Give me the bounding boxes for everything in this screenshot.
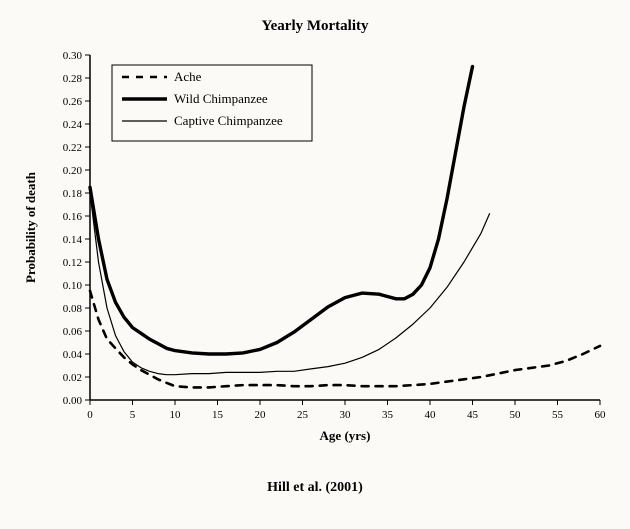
x-tick-label: 35 (382, 409, 394, 421)
y-tick-label: 0.02 (63, 372, 82, 384)
x-tick-label: 10 (170, 409, 182, 421)
y-tick-label: 0.06 (63, 326, 83, 338)
y-tick-label: 0.00 (63, 395, 83, 407)
x-tick-label: 40 (425, 409, 437, 421)
y-tick-label: 0.04 (63, 349, 83, 361)
x-tick-label: 0 (87, 409, 93, 421)
x-tick-label: 25 (297, 409, 309, 421)
x-tick-label: 15 (212, 409, 224, 421)
x-tick-label: 45 (467, 409, 479, 421)
y-tick-label: 0.08 (63, 303, 83, 315)
y-tick-label: 0.20 (63, 165, 83, 177)
chart-page: Yearly Mortality 0.00 0.02 0.04 0.06 0.08 0.1… (0, 0, 630, 529)
y-tick-label: 0.26 (63, 96, 83, 108)
y-tick-label: 0.14 (63, 234, 83, 246)
y-tick-label: 0.28 (63, 73, 83, 85)
y-tick-label: 0.22 (63, 142, 82, 154)
y-tick-label: 0.12 (63, 257, 82, 269)
x-tick-label: 20 (255, 409, 267, 421)
x-tick-label: 30 (340, 409, 352, 421)
y-tick-label: 0.24 (63, 119, 83, 131)
legend-label: Wild Chimpanzee (174, 91, 268, 106)
x-tick-label: 5 (130, 409, 136, 421)
x-axis-label: Age (yrs) (320, 428, 371, 443)
citation: Hill et al. (2001) (0, 480, 630, 496)
legend-label: Ache (174, 69, 202, 84)
x-tick-label: 55 (552, 409, 564, 421)
y-tick-label: 0.16 (63, 211, 83, 223)
y-tick-label: 0.30 (63, 50, 83, 62)
series-ache (90, 291, 600, 388)
y-tick-label: 0.10 (63, 280, 83, 292)
series-captive-chimpanzee (90, 193, 490, 375)
x-tick-label: 60 (595, 409, 607, 421)
y-axis-label: Probability of death (23, 171, 38, 283)
legend-label: Captive Chimpanzee (174, 113, 283, 128)
mortality-chart: 0.00 0.02 0.04 0.06 0.08 0.10 0.12 0.14 0.16 0.18… (0, 0, 630, 470)
y-tick-label: 0.18 (63, 188, 83, 200)
chart-title: Yearly Mortality (0, 18, 630, 35)
x-tick-label: 50 (510, 409, 522, 421)
